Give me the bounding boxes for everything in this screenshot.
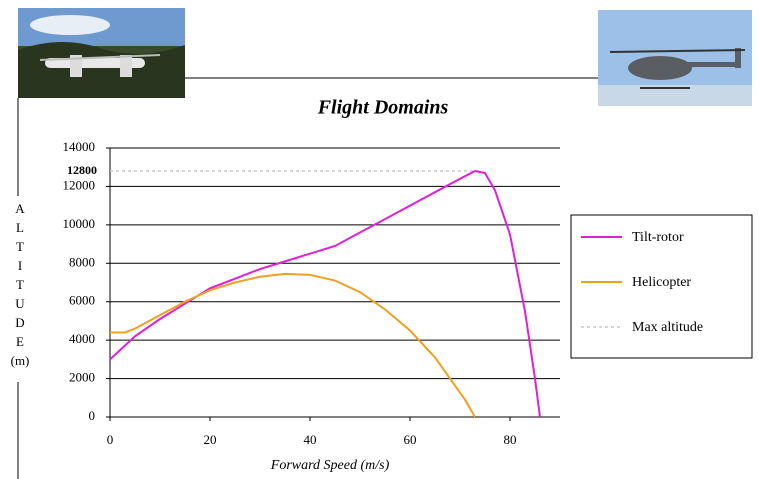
- chart-title: Flight Domains: [317, 97, 449, 119]
- legend-label: Helicopter: [632, 275, 691, 290]
- y-tick-label: 0: [89, 408, 96, 423]
- x-tick-label: 20: [204, 432, 217, 447]
- y-tick-label: 10000: [63, 216, 96, 231]
- chart: Flight Domains Forward Speed (m/s) ALTIT…: [0, 0, 759, 479]
- legend-label: Max altitude: [632, 320, 703, 335]
- x-axis-label: Forward Speed (m/s): [270, 458, 390, 473]
- y-tick-label: 14000: [63, 139, 96, 154]
- y-tick-label: 4000: [69, 331, 95, 346]
- y-tick-label: 12000: [63, 177, 96, 192]
- line: [110, 171, 540, 417]
- x-tick-label: 60: [404, 432, 417, 447]
- x-tick-label: 80: [504, 432, 517, 447]
- x-tick-label: 40: [304, 432, 317, 447]
- x-tick-label: 0: [107, 432, 114, 447]
- tilt-rotor-photo: [18, 8, 185, 98]
- helicopter-photo: [598, 10, 752, 106]
- line: [110, 274, 475, 417]
- max-altitude-label: 12800: [67, 163, 97, 177]
- y-tick-label: 2000: [69, 370, 95, 385]
- legend-label: Tilt-rotor: [632, 230, 684, 245]
- y-tick-label: 6000: [69, 293, 95, 308]
- y-tick-label: 8000: [69, 254, 95, 269]
